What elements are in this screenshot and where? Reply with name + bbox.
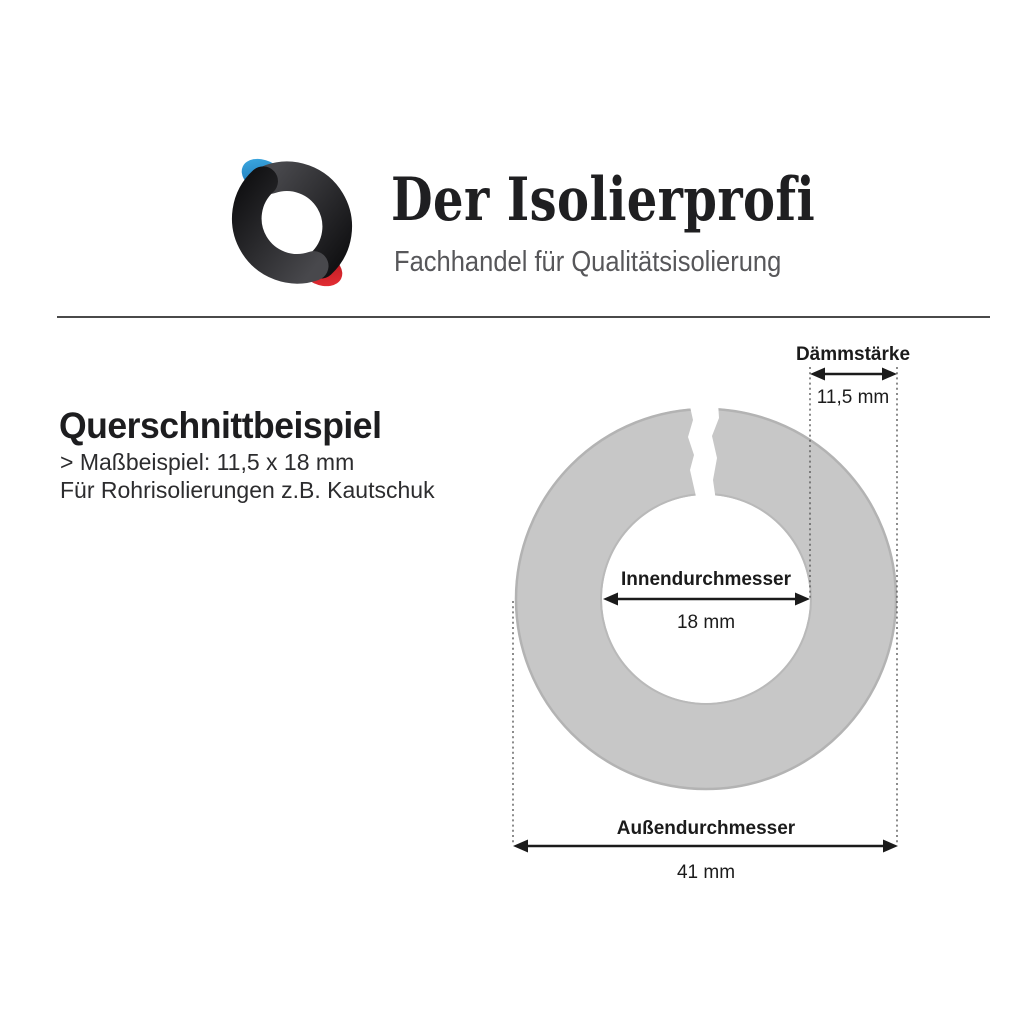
arrowhead-left (810, 367, 825, 381)
thickness-dimension (810, 367, 897, 381)
outer-diameter-value: 41 mm (677, 862, 735, 883)
outer-diameter-label: Außendurchmesser (617, 818, 796, 839)
section-heading: Querschnittbeispiel (59, 405, 382, 446)
header-divider (57, 316, 990, 318)
logo-subtitle: Fachhandel für Qualitätsisolierung (394, 246, 782, 278)
dimension-extension-lines (512, 367, 898, 845)
ring-slit-notch (688, 402, 719, 501)
logo-swoosh-top (255, 161, 353, 279)
inner-diameter-dimension (603, 592, 810, 606)
arrowhead-right (795, 592, 810, 606)
inner-diameter-label: Innendurchmesser (621, 569, 792, 590)
inner-diameter-value: 18 mm (677, 612, 735, 633)
cross-section-diagram: Dämmstärke 11,5 mm Innendurchmesser 18 m… (480, 330, 930, 900)
logo-swoosh-bottom (231, 166, 329, 284)
outer-diameter-dimension (513, 839, 898, 853)
insulation-ring (515, 408, 897, 790)
logo-mark (213, 140, 371, 306)
arrowhead-right (883, 839, 898, 853)
diagram-svg: Dämmstärke 11,5 mm Innendurchmesser 18 m… (512, 344, 910, 883)
arrowhead-right (882, 367, 897, 381)
logo-title: Der Isolierprofi (391, 165, 816, 235)
arrowhead-left (513, 839, 528, 853)
section-subline: > Maßbeispiel: 11,5 x 18 mm (60, 449, 355, 475)
section-description: Für Rohrisolierungen z.B. Kautschuk (60, 477, 435, 503)
thickness-value: 11,5 mm (817, 387, 890, 408)
thickness-label: Dämmstärke (796, 344, 910, 365)
arrowhead-left (603, 592, 618, 606)
logo-mark-svg (231, 158, 353, 287)
